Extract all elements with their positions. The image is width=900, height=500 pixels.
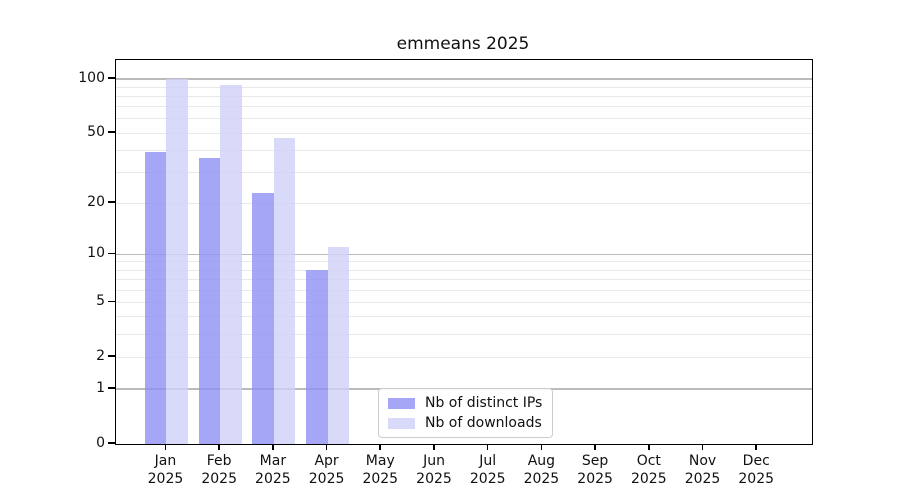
gridline-minor-30	[116, 171, 812, 173]
legend-swatch-distinct-ips	[388, 397, 415, 409]
x-tick-label-jun: Jun 2025	[416, 453, 452, 487]
x-tick-label-nov: Nov 2025	[684, 453, 721, 487]
x-tick-mark-jul	[486, 445, 489, 450]
gridline-minor-40	[116, 149, 812, 151]
y-tick-mark-100	[108, 77, 115, 79]
y-tick-label-10: 10	[87, 245, 105, 262]
y-tick-label-50: 50	[87, 124, 105, 141]
gridline-minor-3	[116, 333, 812, 335]
x-tick-mark-aug	[540, 445, 543, 450]
x-tick-label-sep: Sep 2025	[577, 453, 613, 487]
y-tick-label-0: 0	[96, 435, 105, 451]
x-tick-mark-apr	[325, 445, 328, 450]
x-tick-label-feb: Feb 2025	[201, 453, 237, 487]
legend-label-downloads: Nb of downloads	[425, 415, 542, 431]
legend-label-distinct-ips: Nb of distinct IPs	[425, 395, 543, 411]
bar-feb-nb-of-downloads	[220, 84, 242, 444]
gridline-minor-50	[116, 132, 812, 134]
x-tick-mark-jun	[433, 445, 435, 450]
x-tick-mark-oct	[648, 445, 650, 450]
y-tick-label-100: 100	[78, 70, 105, 87]
x-tick-label-mar: Mar 2025	[255, 453, 291, 487]
x-tick-label-may: May 2025	[362, 453, 399, 487]
x-tick-label-aug: Aug 2025	[523, 453, 560, 487]
y-tick-label-20: 20	[87, 194, 105, 211]
gridline-minor-80	[116, 95, 812, 97]
gridline-minor-2	[116, 356, 812, 358]
bar-apr-nb-of-downloads	[327, 247, 350, 444]
legend-item-downloads: Nb of downloads	[388, 415, 542, 431]
y-tick-label-2: 2	[96, 348, 105, 365]
x-tick-label-dec: Dec 2025	[738, 453, 775, 487]
x-tick-mark-may	[379, 445, 382, 450]
y-tick-label-5: 5	[96, 293, 105, 310]
y-tick-mark-0	[108, 442, 115, 444]
y-tick-label-1: 1	[96, 380, 105, 397]
gridline-minor-70	[116, 106, 812, 108]
x-tick-label-jan: Jan 2025	[147, 453, 184, 487]
legend-swatch-downloads	[388, 417, 415, 429]
legend-item-distinct-ips: Nb of distinct IPs	[388, 395, 542, 411]
x-tick-mark-feb	[218, 445, 220, 450]
gridline-minor-4	[116, 316, 812, 318]
gridline-minor-9	[116, 261, 812, 263]
x-tick-label-oct: Oct 2025	[630, 453, 667, 487]
gridline-minor-90	[116, 86, 812, 88]
x-tick-mark-sep	[594, 445, 596, 450]
gridline-major-10	[116, 253, 812, 256]
plot-area: Nb of distinct IPs Nb of downloads	[115, 59, 813, 445]
x-tick-label-jul: Jul 2025	[469, 453, 506, 487]
x-tick-mark-mar	[272, 445, 274, 450]
bar-jan-nb-of-distinct-ips	[144, 152, 167, 444]
gridline-major-100	[116, 78, 812, 80]
bar-feb-nb-of-distinct-ips	[198, 158, 221, 444]
chart-title: emmeans 2025	[396, 34, 530, 54]
gridline-minor-60	[116, 118, 812, 120]
bar-apr-nb-of-distinct-ips	[306, 270, 328, 444]
gridline-minor-6	[116, 289, 812, 291]
x-tick-mark-jan	[164, 445, 167, 450]
x-tick-mark-dec	[755, 445, 758, 450]
y-tick-mark-50	[108, 131, 115, 133]
y-tick-mark-2	[108, 355, 115, 357]
bar-mar-nb-of-distinct-ips	[252, 192, 274, 444]
gridline-minor-8	[116, 269, 812, 271]
gridline-minor-5	[116, 301, 812, 303]
y-tick-mark-10	[108, 252, 115, 255]
bar-jan-nb-of-downloads	[166, 79, 188, 444]
gridline-minor-20	[116, 202, 812, 204]
y-tick-mark-5	[108, 300, 115, 303]
x-tick-mark-nov	[701, 445, 704, 450]
gridline-minor-7	[116, 279, 812, 281]
y-tick-mark-1	[108, 387, 115, 389]
x-tick-label-apr: Apr 2025	[308, 453, 345, 487]
y-tick-mark-20	[108, 201, 115, 204]
legend: Nb of distinct IPs Nb of downloads	[378, 388, 554, 438]
bar-mar-nb-of-downloads	[273, 137, 296, 444]
